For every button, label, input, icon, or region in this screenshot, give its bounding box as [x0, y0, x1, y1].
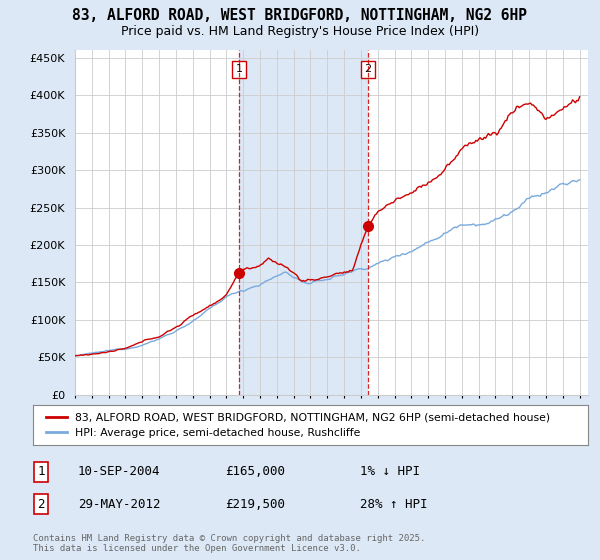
Text: £165,000: £165,000 [225, 465, 285, 478]
Text: £219,500: £219,500 [225, 497, 285, 511]
Text: 29-MAY-2012: 29-MAY-2012 [78, 497, 161, 511]
Text: Contains HM Land Registry data © Crown copyright and database right 2025.
This d: Contains HM Land Registry data © Crown c… [33, 534, 425, 553]
Legend: 83, ALFORD ROAD, WEST BRIDGFORD, NOTTINGHAM, NG2 6HP (semi-detached house), HPI:: 83, ALFORD ROAD, WEST BRIDGFORD, NOTTING… [41, 408, 554, 442]
Text: 83, ALFORD ROAD, WEST BRIDGFORD, NOTTINGHAM, NG2 6HP: 83, ALFORD ROAD, WEST BRIDGFORD, NOTTING… [73, 8, 527, 24]
Text: 1% ↓ HPI: 1% ↓ HPI [360, 465, 420, 478]
Bar [239, 50, 368, 395]
Text: 10-SEP-2004: 10-SEP-2004 [78, 465, 161, 478]
Text: 1: 1 [37, 465, 44, 478]
Text: 2: 2 [364, 64, 371, 74]
Text: 1: 1 [235, 64, 242, 74]
Text: 28% ↑ HPI: 28% ↑ HPI [360, 497, 427, 511]
Text: Price paid vs. HM Land Registry's House Price Index (HPI): Price paid vs. HM Land Registry's House … [121, 25, 479, 38]
Text: 2: 2 [37, 497, 44, 511]
